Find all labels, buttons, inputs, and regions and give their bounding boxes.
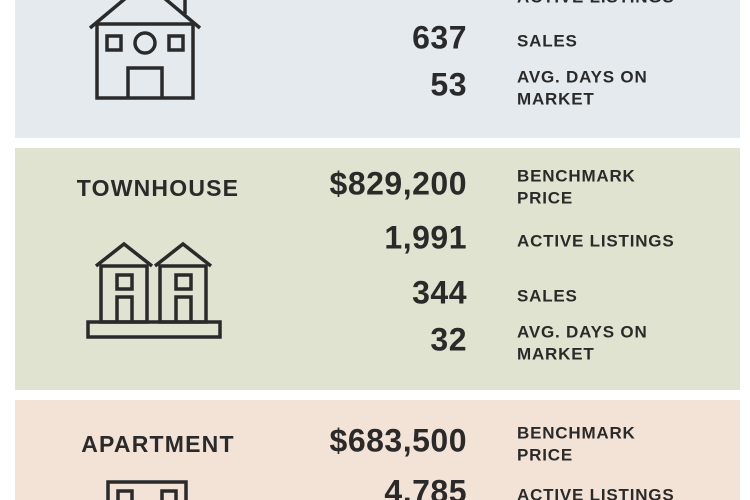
- stat-value: 53: [430, 66, 467, 102]
- stat-label: PRICE: [517, 188, 573, 207]
- stat-label: ACTIVE LISTINGS: [517, 231, 674, 250]
- stat-label: AVG. DAYS ON: [517, 322, 648, 341]
- stat-label: BENCHMARK: [517, 166, 636, 185]
- townhouse-icon: [86, 241, 222, 339]
- townhouse-panel: [15, 148, 740, 390]
- house-icon: [88, 0, 202, 100]
- stat-label: ACTIVE LISTINGS: [517, 0, 674, 6]
- stat-label: BENCHMARK: [517, 423, 636, 442]
- stat-label: SALES: [517, 31, 578, 50]
- stat-label: ACTIVE LISTINGS: [517, 485, 674, 500]
- stat-value: 4,785: [384, 473, 467, 500]
- stat-value: 344: [412, 274, 467, 310]
- stat-value: 1,991: [384, 219, 467, 255]
- stat-value: $683,500: [330, 422, 467, 458]
- stat-label: MARKET: [517, 89, 595, 108]
- apartment-icon: [106, 480, 188, 500]
- stat-value: 32: [430, 321, 467, 357]
- stat-label: PRICE: [517, 445, 573, 464]
- stat-value: 637: [412, 19, 467, 55]
- stat-label: AVG. DAYS ON: [517, 67, 648, 86]
- stat-label: SALES: [517, 286, 578, 305]
- section-title: TOWNHOUSE: [77, 175, 239, 201]
- stat-label: MARKET: [517, 344, 595, 363]
- stat-value: $829,200: [330, 165, 467, 201]
- section-title: APARTMENT: [81, 431, 234, 457]
